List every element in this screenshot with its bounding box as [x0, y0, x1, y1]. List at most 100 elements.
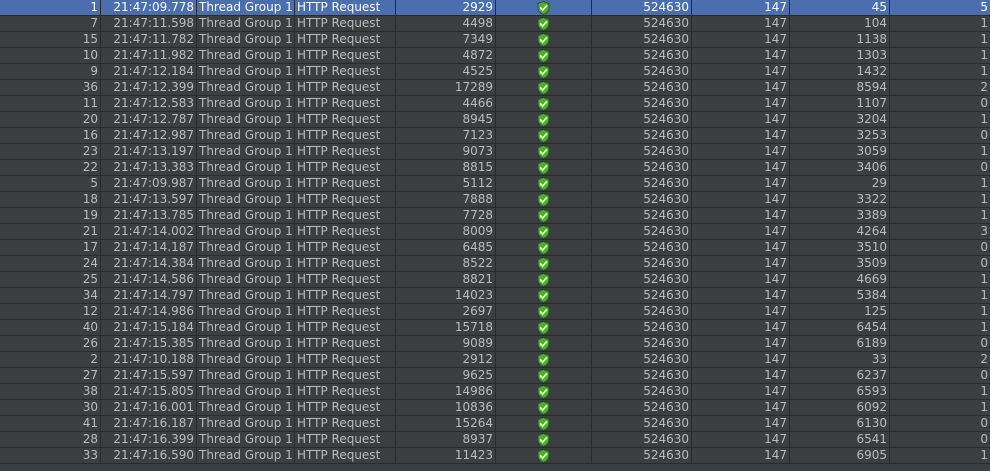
sample-number-cell: 27 — [0, 368, 101, 383]
shield-check-icon — [537, 145, 550, 159]
sample-number-cell: 22 — [0, 160, 101, 175]
status-cell — [496, 176, 592, 191]
bytes-cell: 524630 — [592, 48, 692, 63]
start-time-cell: 21:47:16.001 — [101, 400, 197, 415]
table-row[interactable]: 33 21:47:16.590 Thread Group 1... HTTP Requ… — [0, 448, 990, 464]
label-cell: HTTP Request — [295, 96, 396, 111]
shield-check-icon — [537, 33, 550, 47]
sent-bytes-cell: 147 — [692, 320, 790, 335]
table-row[interactable]: 9 21:47:12.184 Thread Group 1... HTTP Reque… — [0, 64, 990, 80]
thread-name-cell: Thread Group 1... — [199, 112, 295, 127]
sent-bytes-cell: 147 — [692, 272, 790, 287]
table-row[interactable]: 17 21:47:14.187 Thread Group 1... HTTP Requ… — [0, 240, 990, 256]
label-cell: HTTP Request — [295, 32, 396, 47]
latency-cell: 6189 — [790, 336, 890, 351]
connect-time-cell: 0 — [980, 256, 988, 270]
label-cell: HTTP Request — [295, 48, 396, 63]
thread-name-cell: Thread Group 1... — [199, 288, 295, 303]
sample-time-cell: 7349 — [396, 32, 496, 47]
table-row[interactable]: 27 21:47:15.597 Thread Group 1... HTTP Requ… — [0, 368, 990, 384]
table-row[interactable]: 34 21:47:14.797 Thread Group 1... HTTP Requ… — [0, 288, 990, 304]
label-cell: HTTP Request — [295, 112, 396, 127]
sample-number-cell: 11 — [0, 96, 101, 111]
bytes-cell: 524630 — [592, 240, 692, 255]
bytes-cell: 524630 — [592, 96, 692, 111]
table-row[interactable]: 20 21:47:12.787 Thread Group 1... HTTP Requ… — [0, 112, 990, 128]
table-row[interactable]: 22 21:47:13.383 Thread Group 1... HTTP Requ… — [0, 160, 990, 176]
sent-bytes-cell: 147 — [692, 304, 790, 319]
bytes-cell: 524630 — [592, 400, 692, 415]
label-cell: HTTP Request — [295, 176, 396, 191]
table-row[interactable]: 1 21:47:09.778 Thread Group 1... HTTP Reque… — [0, 0, 990, 16]
start-time-cell: 21:47:09.778 — [101, 0, 197, 15]
table-row[interactable]: 7 21:47:11.598 Thread Group 1... HTTP Reque… — [0, 16, 990, 32]
shield-check-icon — [537, 241, 550, 255]
table-row[interactable]: 16 21:47:12.987 Thread Group 1... HTTP Requ… — [0, 128, 990, 144]
sample-number-cell: 30 — [0, 400, 101, 415]
latency-cell: 6130 — [790, 416, 890, 431]
bytes-cell: 524630 — [592, 384, 692, 399]
shield-check-icon — [537, 273, 550, 287]
shield-check-icon — [537, 81, 550, 95]
table-row[interactable]: 19 21:47:13.785 Thread Group 1... HTTP Requ… — [0, 208, 990, 224]
table-row[interactable]: 11 21:47:12.583 Thread Group 1... HTTP Requ… — [0, 96, 990, 112]
start-time-cell: 21:47:15.184 — [101, 320, 197, 335]
table-row[interactable]: 26 21:47:15.385 Thread Group 1... HTTP Requ… — [0, 336, 990, 352]
shield-check-icon — [537, 385, 550, 399]
label-cell: HTTP Request — [295, 0, 396, 15]
table-row[interactable]: 5 21:47:09.987 Thread Group 1... HTTP Reque… — [0, 176, 990, 192]
shield-check-icon — [537, 289, 550, 303]
thread-name-cell: Thread Group 1... — [199, 272, 295, 287]
bytes-cell: 524630 — [592, 336, 692, 351]
connect-time-cell: 0 — [980, 368, 988, 382]
sample-time-cell: 8821 — [396, 272, 496, 287]
sample-time-cell: 17289 — [396, 80, 496, 95]
label-cell: HTTP Request — [295, 192, 396, 207]
label-cell: HTTP Request — [295, 384, 396, 399]
start-time-cell: 21:47:15.805 — [101, 384, 197, 399]
connect-time-cell: 1 — [980, 48, 988, 62]
shield-check-icon — [537, 369, 550, 383]
thread-name-cell: Thread Group 1... — [199, 368, 295, 383]
table-row[interactable]: 41 21:47:16.187 Thread Group 1... HTTP Requ… — [0, 416, 990, 432]
table-row[interactable]: 15 21:47:11.782 Thread Group 1... HTTP Requ… — [0, 32, 990, 48]
sample-number-cell: 12 — [0, 304, 101, 319]
start-time-cell: 21:47:11.982 — [101, 48, 197, 63]
table-row[interactable]: 23 21:47:13.197 Thread Group 1... HTTP Requ… — [0, 144, 990, 160]
table-row[interactable]: 21 21:47:14.002 Thread Group 1... HTTP Requ… — [0, 224, 990, 240]
connect-time-cell: 3 — [980, 224, 988, 238]
label-cell: HTTP Request — [295, 80, 396, 95]
table-row[interactable]: 25 21:47:14.586 Thread Group 1... HTTP Requ… — [0, 272, 990, 288]
thread-name-cell: Thread Group 1... — [199, 160, 295, 175]
status-cell — [496, 112, 592, 127]
table-row[interactable]: 28 21:47:16.399 Thread Group 1... HTTP Requ… — [0, 432, 990, 448]
table-row[interactable]: 12 21:47:14.986 Thread Group 1... HTTP Requ… — [0, 304, 990, 320]
start-time-cell: 21:47:12.583 — [101, 96, 197, 111]
sample-time-cell: 15264 — [396, 416, 496, 431]
thread-name-cell: Thread Group 1... — [199, 64, 295, 79]
table-row[interactable]: 38 21:47:15.805 Thread Group 1... HTTP Requ… — [0, 384, 990, 400]
status-cell — [496, 320, 592, 335]
bytes-cell: 524630 — [592, 288, 692, 303]
table-row[interactable]: 2 21:47:10.188 Thread Group 1... HTTP Reque… — [0, 352, 990, 368]
connect-time-cell: 0 — [980, 128, 988, 142]
table-row[interactable]: 10 21:47:11.982 Thread Group 1... HTTP Requ… — [0, 48, 990, 64]
connect-time-cell: 0 — [980, 240, 988, 254]
table-row[interactable]: 30 21:47:16.001 Thread Group 1... HTTP Requ… — [0, 400, 990, 416]
start-time-cell: 21:47:11.598 — [101, 16, 197, 31]
connect-time-cell: 5 — [980, 0, 988, 14]
sent-bytes-cell: 147 — [692, 192, 790, 207]
table-row[interactable]: 18 21:47:13.597 Thread Group 1... HTTP Requ… — [0, 192, 990, 208]
start-time-cell: 21:47:15.597 — [101, 368, 197, 383]
sent-bytes-cell: 147 — [692, 0, 790, 15]
table-row[interactable]: 24 21:47:14.384 Thread Group 1... HTTP Requ… — [0, 256, 990, 272]
start-time-cell: 21:47:14.797 — [101, 288, 197, 303]
latency-cell: 104 — [790, 16, 890, 31]
table-row[interactable]: 40 21:47:15.184 Thread Group 1... HTTP Requ… — [0, 320, 990, 336]
start-time-cell: 21:47:12.399 — [101, 80, 197, 95]
table-row[interactable]: 36 21:47:12.399 Thread Group 1... HTTP Requ… — [0, 80, 990, 96]
thread-name-cell: Thread Group 1... — [199, 128, 295, 143]
shield-check-icon — [537, 49, 550, 63]
sample-time-cell: 6485 — [396, 240, 496, 255]
label-cell: HTTP Request — [295, 224, 396, 239]
